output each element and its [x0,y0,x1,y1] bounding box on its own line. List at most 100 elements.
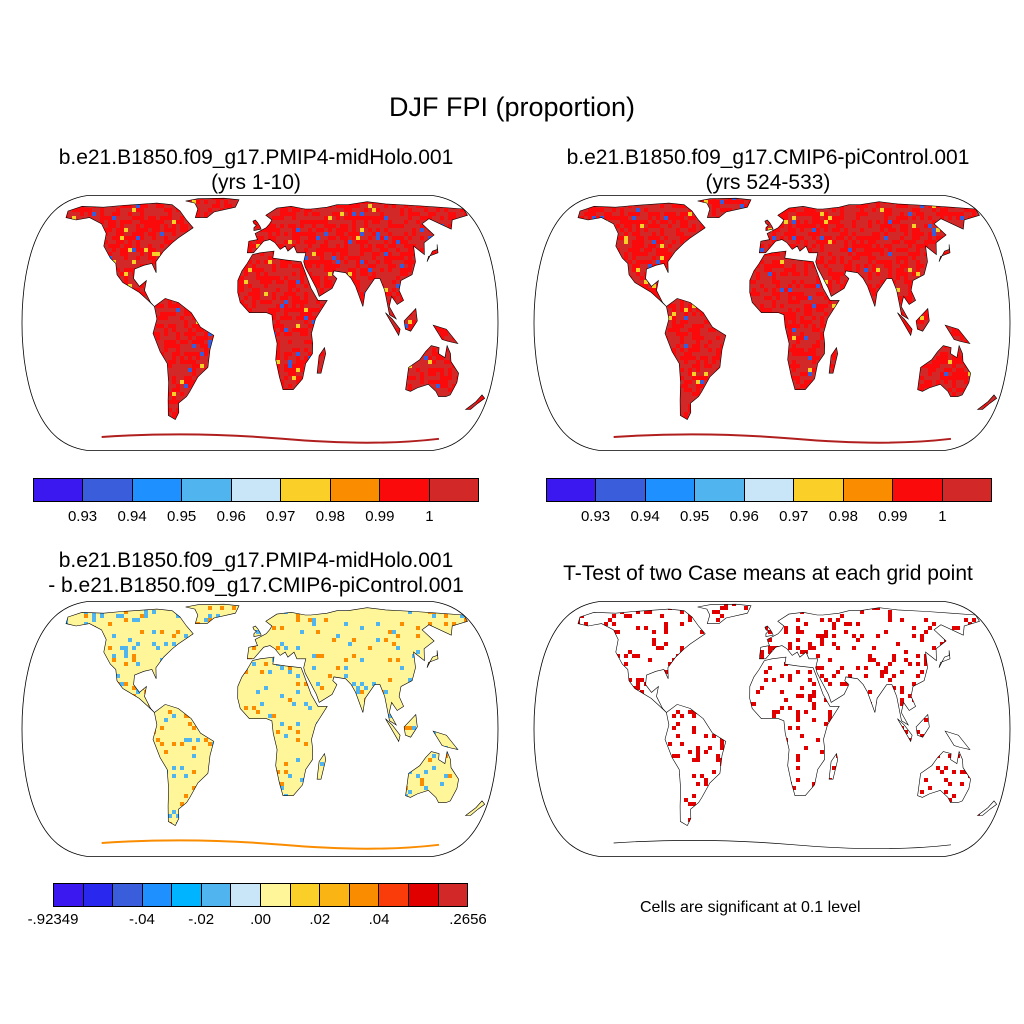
colorbar-tick-label: .02 [309,911,331,928]
coastline-australia [917,344,971,397]
colorbar-tick-label: .00 [250,911,271,928]
coastline-eurasia [758,201,980,320]
coastline-southAmerica [152,298,215,421]
coastline-australia [405,344,459,397]
coastline-eurasia [758,607,980,726]
land-newzealand [465,394,485,410]
colorbar-difference [53,883,468,907]
coastline-britain [252,219,262,231]
colorbar-box [83,479,133,501]
colorbar-box [438,884,468,906]
land-africa [237,657,328,796]
colorbar-box [113,884,143,906]
coastline-newguinea [432,730,459,750]
coastline-newzealand [976,800,998,816]
coastline-indonesia1 [897,718,913,743]
colorbar-box [429,479,478,501]
map-frame [21,195,499,451]
coastline-australia [405,750,459,803]
colorbar-box [290,884,321,906]
colorbar-tick-label: 0.95 [680,508,710,525]
map-difference [21,601,499,857]
coastline-newguinea [944,324,971,344]
panel2-title: b.e21.B1850.f09_g17.CMIP6-piControl.001 … [512,145,1024,195]
colorbar-box [547,479,597,501]
antarctica-coast [101,839,440,850]
colorbar-picontrol [546,478,992,502]
coastline-madagascar [316,752,327,780]
colorbar-tick-label: 1 [425,508,434,525]
panel3-title-line2: - b.e21.B1850.f09_g17.CMIP6-piControl.00… [48,574,464,597]
coastline-japan [426,244,439,262]
coastline-newzealand [464,800,486,816]
colorbar-picontrol-labels: 0.93 0.94 0.95 0.96 0.97 0.98 0.99 1 [546,508,992,528]
coastline-australia [917,750,971,803]
colorbar-tick-label: -.92349 [27,911,79,928]
land-greenland [185,604,239,624]
coastline-eurasia [246,607,468,726]
colorbar-tick-label: 1 [938,508,947,525]
panel1-title-line2: (yrs 1-10) [211,171,301,194]
coastline-africa [237,656,328,796]
coastline-greenland [697,197,752,218]
land-northAmerica [66,609,194,713]
map-picontrol-fpi [533,195,1011,451]
coastline-southAmerica [664,704,727,827]
colorbar-tick-label: -.04 [128,911,155,928]
colorbar-box [231,884,262,906]
coastline-northAmerica [577,608,706,713]
land-southAmerica [153,704,214,826]
coastline-africa [237,250,328,390]
panel4-title: T-Test of two Case means at each grid po… [512,561,1024,586]
coastline-indonesia2 [403,713,418,738]
colorbar-box [843,479,894,501]
colorbar-tick-label: .04 [368,911,390,928]
coastline-madagascar [828,752,839,780]
colorbar-tick-label: 0.98 [315,508,345,525]
map-ttest-significance [533,601,1011,857]
land-australia [405,751,459,803]
coastline-greenland [185,603,240,624]
coastline-africa [749,656,840,796]
colorbar-box [261,884,291,906]
colorbar-box [182,479,232,501]
colorbar-box [201,884,232,906]
land-newzealand [977,394,997,410]
colorbar-difference-labels: -.92349 -.04 -.02 .00 .02 .04 .2656 [28,911,487,931]
land-newguinea [433,731,458,750]
colorbar-tick-label: 0.99 [878,508,908,525]
coastline-southAmerica [664,298,727,421]
land-northAmerica [66,203,194,307]
colorbar-box [408,884,439,906]
map-frame [533,195,1011,451]
colorbar-box [794,479,844,501]
land-indonesia1 [385,718,401,742]
antarctica-coast [101,433,440,444]
colorbar-box [132,479,183,501]
antarctica-coast [613,433,952,444]
panel4-title-line1: T-Test of two Case means at each grid po… [563,562,973,585]
coastline-indonesia1 [897,312,913,337]
coastline-northAmerica [65,202,194,307]
coastline-africa [749,250,840,390]
coastline-greenland [185,197,240,218]
colorbar-tick-label: 0.97 [779,508,809,525]
coastline-indonesia2 [915,713,930,738]
colorbar-tick-label: 0.96 [729,508,759,525]
coastline-madagascar [316,346,327,374]
colorbar-tick-label: 0.93 [67,508,98,525]
coastline-northAmerica [65,608,194,713]
colorbar-box [349,884,380,906]
coastline-japan [938,650,951,668]
map-frame [533,601,1011,857]
colorbar-midholo [33,478,479,502]
panel3-title: b.e21.B1850.f09_g17.PMIP4-midHolo.001 - … [0,548,512,598]
coastline-newguinea [432,324,459,344]
colorbar-box [380,479,430,501]
map-midholo-fpi [21,195,499,451]
coastline-indonesia2 [915,307,930,332]
land-japan [427,650,438,668]
antarctica-coast [613,840,952,850]
colorbar-box [281,479,331,501]
coastline-newzealand [976,394,998,410]
